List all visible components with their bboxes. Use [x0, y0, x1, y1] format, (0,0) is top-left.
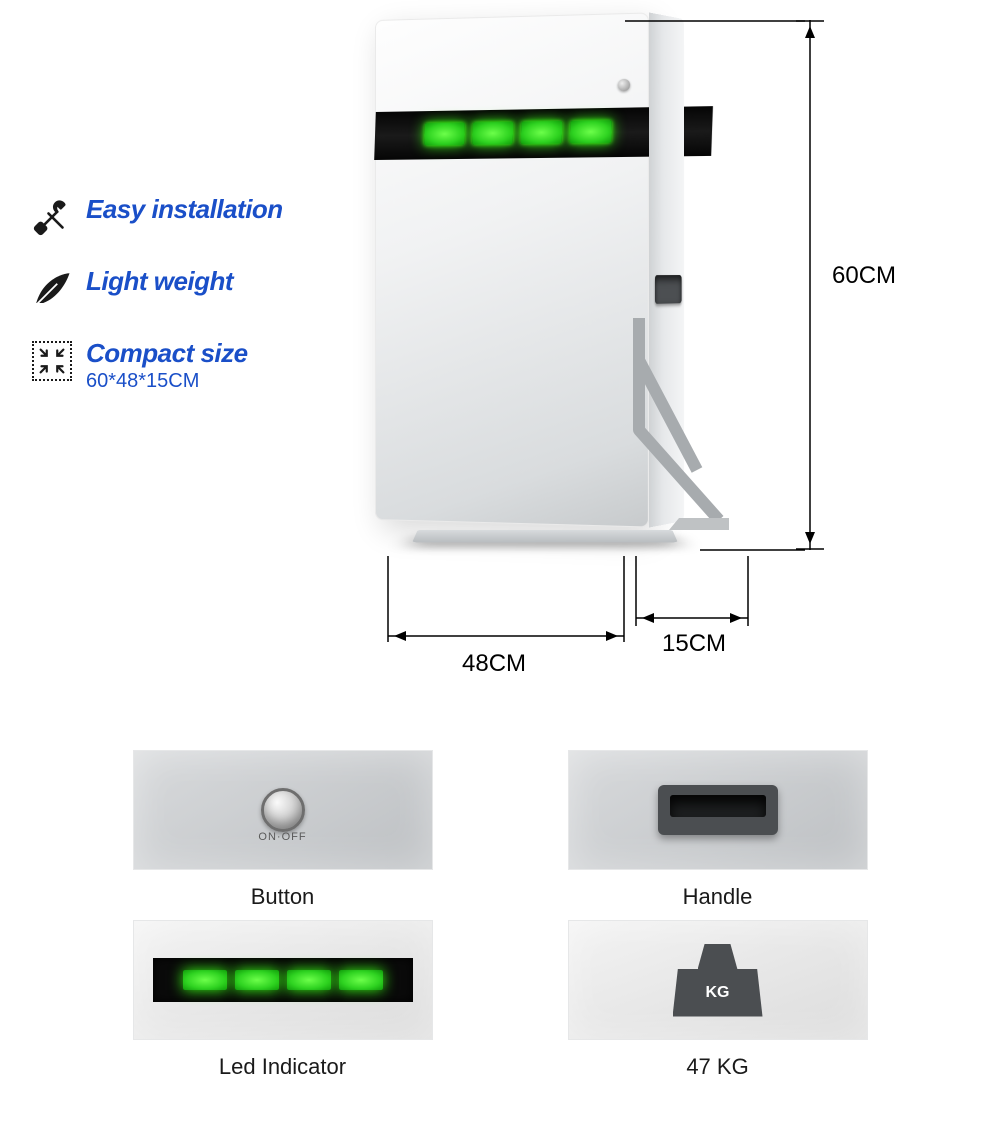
detail-grid: ON·OFF Button Handle Led Indicator KG 47… — [0, 750, 1000, 1080]
product-illustration — [375, 20, 645, 520]
card-button: ON·OFF Button — [125, 750, 440, 910]
device-front — [375, 12, 649, 527]
dimension-tick — [625, 20, 805, 22]
card-caption: Button — [251, 884, 315, 910]
handle-graphic — [658, 785, 778, 835]
side-handle — [655, 275, 682, 304]
led-graphic — [153, 958, 413, 1002]
dimension-height-label: 60CM — [832, 262, 896, 290]
dimension-tick — [700, 549, 805, 551]
dimension-width-label: 48CM — [462, 650, 526, 678]
onoff-label: ON·OFF — [258, 831, 306, 843]
feature-item: Compact size 60*48*15CM — [30, 339, 283, 393]
card-weight: KG 47 KG — [560, 920, 875, 1080]
feature-item: Light weight — [30, 267, 283, 311]
feature-title: Easy installation — [86, 195, 283, 224]
card-caption: 47 KG — [686, 1054, 748, 1080]
tools-icon — [30, 195, 74, 239]
thumb-handle — [568, 750, 868, 870]
thumb-weight: KG — [568, 920, 868, 1040]
card-led: Led Indicator — [125, 920, 440, 1080]
compact-size-icon — [30, 339, 74, 383]
card-handle: Handle — [560, 750, 875, 910]
feature-title: Compact size — [86, 339, 248, 368]
thumb-led — [133, 920, 433, 1040]
weight-icon: KG — [673, 944, 763, 1017]
stand-leg — [619, 310, 729, 530]
card-caption: Handle — [683, 884, 753, 910]
thumb-button: ON·OFF — [133, 750, 433, 870]
power-button-dot — [618, 79, 630, 92]
dimension-depth-label: 15CM — [662, 630, 726, 658]
card-caption: Led Indicator — [219, 1054, 346, 1080]
feature-subtitle: 60*48*15CM — [86, 370, 248, 393]
stand-base — [412, 530, 678, 542]
feature-list: Easy installation Light weight — [30, 195, 283, 421]
dimension-height-line — [796, 20, 824, 550]
onoff-button-graphic — [261, 788, 305, 832]
weight-badge: KG — [673, 969, 763, 1017]
top-section: Easy installation Light weight — [0, 0, 1000, 690]
feather-icon — [30, 267, 74, 311]
feature-item: Easy installation — [30, 195, 283, 239]
feature-title: Light weight — [86, 267, 233, 296]
